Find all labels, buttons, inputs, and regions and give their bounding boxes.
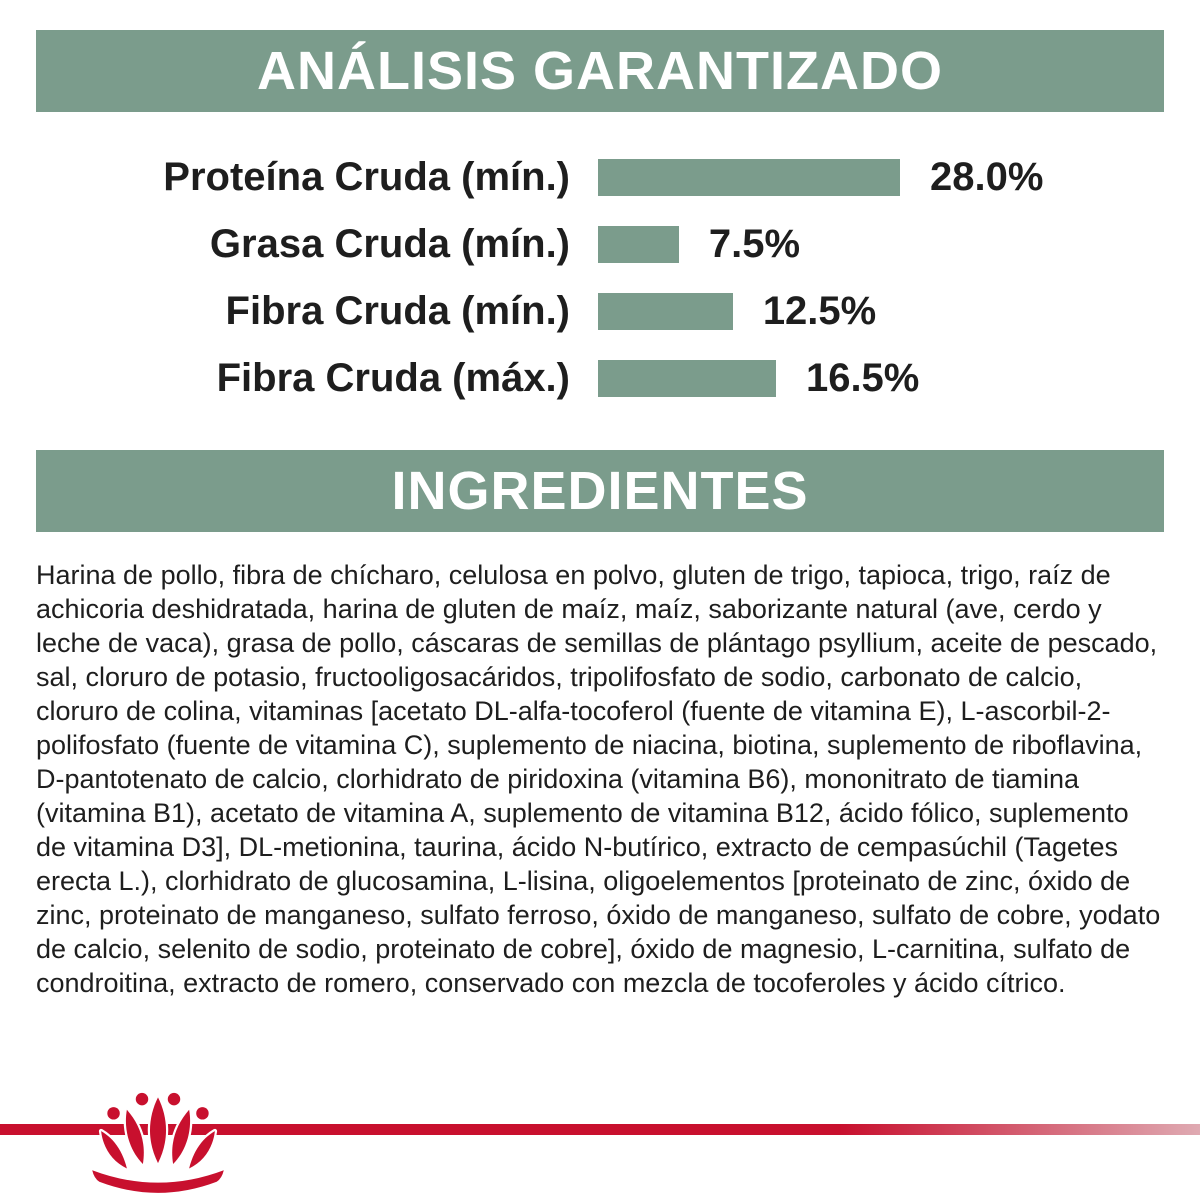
royal-canin-crown-logo bbox=[90, 1090, 226, 1194]
guaranteed-analysis-chart: Proteína Cruda (mín.) 28.0% Grasa Cruda … bbox=[0, 144, 1200, 412]
chart-row-fiber-max: Fibra Cruda (máx.) 16.5% bbox=[0, 345, 1200, 412]
chart-value: 7.5% bbox=[708, 222, 801, 266]
chart-label: Proteína Cruda (mín.) bbox=[163, 155, 570, 199]
chart-bar bbox=[598, 293, 733, 330]
chart-row-fat: Grasa Cruda (mín.) 7.5% bbox=[0, 211, 1200, 278]
chart-value: 12.5% bbox=[762, 289, 877, 333]
ingredients-banner: INGREDIENTES bbox=[36, 450, 1164, 532]
chart-label: Grasa Cruda (mín.) bbox=[209, 222, 570, 266]
chart-value: 28.0% bbox=[930, 155, 1044, 199]
chart-label: Fibra Cruda (máx.) bbox=[216, 356, 570, 400]
chart-bar bbox=[598, 159, 900, 196]
chart-row-fiber-min: Fibra Cruda (mín.) 12.5% bbox=[0, 278, 1200, 345]
chart-label: Fibra Cruda (mín.) bbox=[225, 289, 570, 333]
ingredients-text: Harina de pollo, fibra de chícharo, celu… bbox=[36, 560, 1161, 999]
analysis-banner: ANÁLISIS GARANTIZADO bbox=[36, 30, 1164, 112]
analysis-title: ANÁLISIS GARANTIZADO bbox=[257, 41, 943, 101]
chart-bar bbox=[598, 360, 776, 397]
chart-value: 16.5% bbox=[805, 356, 920, 400]
chart-row-protein: Proteína Cruda (mín.) 28.0% bbox=[0, 144, 1200, 211]
brand-stripe bbox=[0, 1124, 1200, 1135]
chart-bar bbox=[598, 226, 679, 263]
ingredients-title: INGREDIENTES bbox=[391, 461, 809, 521]
